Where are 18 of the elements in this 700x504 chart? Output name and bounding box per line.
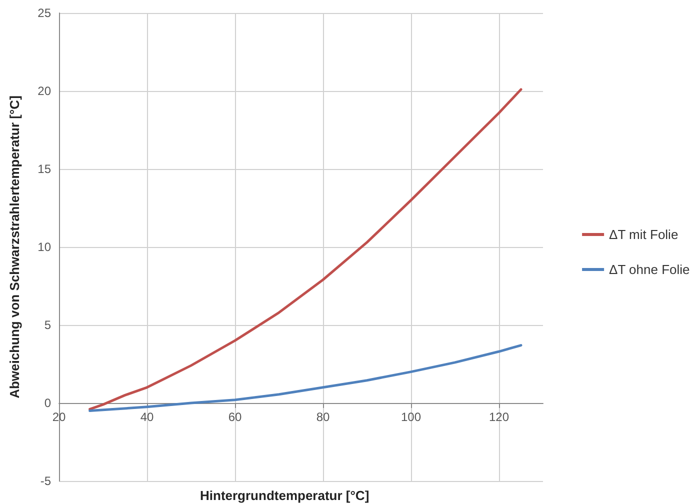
legend-label: ΔT mit Folie: [609, 227, 678, 242]
y-tick-label: 15: [38, 162, 52, 176]
y-tick-label: 0: [44, 396, 52, 410]
y-tick-label: 10: [38, 240, 52, 254]
y-tick-label: 25: [38, 6, 52, 20]
x-tick-label: 80: [316, 410, 330, 424]
x-tick-label: 40: [140, 410, 154, 424]
line-series: [88, 344, 522, 412]
x-axis-title: Hintergrundtemperatur [°C]: [200, 488, 370, 503]
x-tick-label: 100: [400, 410, 422, 424]
y-tick-label: -5: [40, 474, 52, 488]
legend-label: ΔT ohne Folie: [609, 262, 690, 277]
y-axis-title: Abweichung von Schwarzstrahlertemperatur [°C]: [7, 96, 22, 398]
x-tick-label: 60: [228, 410, 242, 424]
y-tick-label: 20: [38, 84, 52, 98]
line-series: [88, 88, 522, 410]
y-tick-label: 5: [44, 318, 52, 332]
x-tick-label: 120: [488, 410, 510, 424]
